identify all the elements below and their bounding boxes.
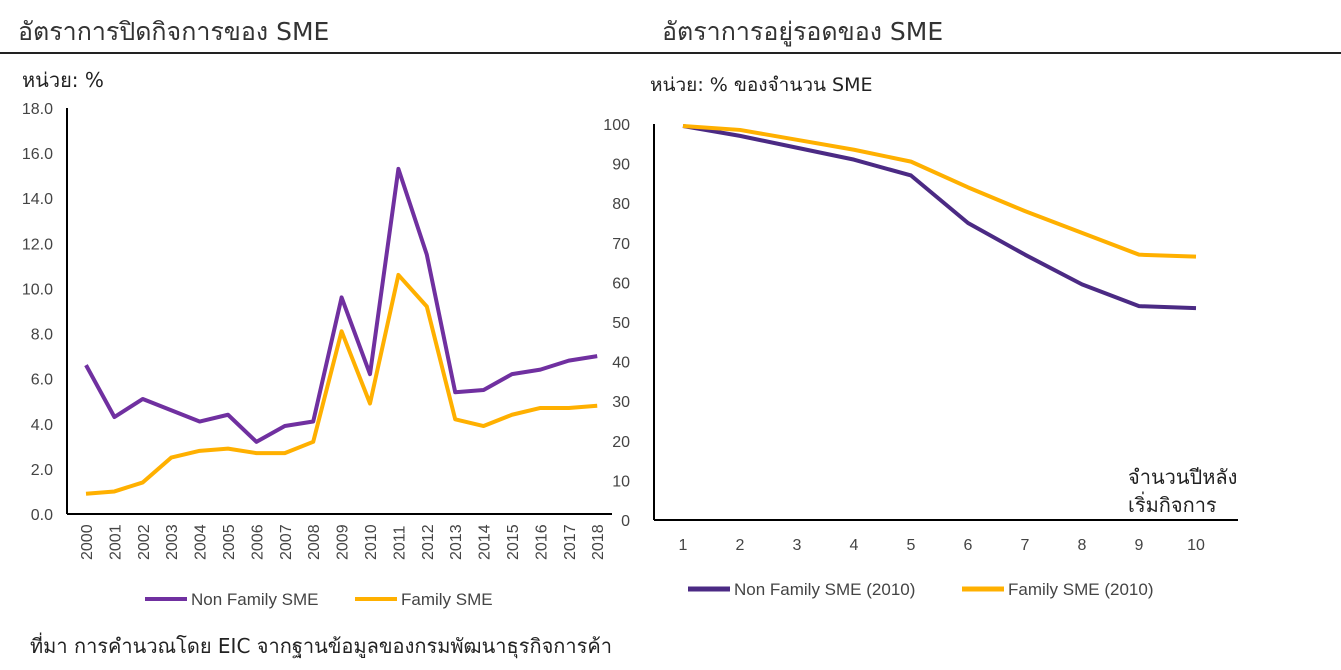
left-x-tick-label: 2011 (391, 525, 408, 560)
left-x-tick-label: 2009 (335, 524, 352, 560)
left-x-tick-label: 2017 (562, 524, 579, 560)
left-x-tick-label: 2002 (136, 524, 153, 560)
left-x-tick-label: 2003 (164, 524, 181, 560)
left-x-tick-label: 2007 (278, 524, 295, 560)
left-y-tick-label: 10.0 (22, 281, 53, 298)
left-y-tick-label: 12.0 (22, 236, 53, 253)
right-x-tick-label: 2 (736, 537, 745, 554)
left-x-tick-label: 2005 (221, 524, 238, 560)
left-x-tick-label: 2004 (193, 524, 210, 560)
left-y-tick-label: 6.0 (31, 372, 53, 389)
right-y-tick-label: 0 (621, 513, 630, 530)
left-legend-label: Family SME (401, 590, 493, 609)
left-x-tick-label: 2014 (477, 524, 494, 560)
right-unit-label: หน่วย: % ของจำนวน SME (650, 74, 873, 96)
right-y-tick-label: 30 (612, 394, 630, 411)
left-x-tick-label: 2001 (107, 524, 124, 560)
left-x-tick-label: 2000 (79, 524, 96, 560)
right-x-tick-label: 3 (793, 537, 802, 554)
left-x-tick-label: 2006 (249, 524, 266, 560)
right-x-tick-label: 6 (964, 537, 973, 554)
left-x-tick-label: 2010 (363, 524, 380, 560)
right-x-tick-label: 9 (1135, 537, 1144, 554)
right-legend-label: Family SME (2010) (1008, 580, 1153, 599)
right-y-tick-label: 60 (612, 275, 630, 292)
right-y-tick-label: 50 (612, 315, 630, 332)
left-x-tick-label: 2013 (448, 524, 465, 560)
left-unit-label: หน่วย: % (22, 68, 104, 92)
left-series-line-family (85, 272, 598, 496)
left-y-tick-label: 16.0 (22, 146, 53, 163)
left-y-tick-label: 14.0 (22, 191, 53, 208)
right-legend-label: Non Family SME (2010) (734, 580, 915, 599)
left-x-tick-label: 2012 (420, 524, 437, 560)
title-divider (0, 52, 1341, 54)
right-y-tick-label: 20 (612, 434, 630, 451)
right-x-tick-label: 7 (1021, 537, 1030, 554)
right-x-axis-label-2: เริ่มกิจการ (1128, 493, 1217, 517)
left-x-tick-label: 2008 (306, 524, 323, 560)
right-series-line-non-family (682, 124, 1197, 311)
left-y-tick-label: 8.0 (31, 327, 53, 344)
right-series-line-family (682, 123, 1197, 259)
left-y-tick-label: 4.0 (31, 417, 53, 434)
left-y-tick-label: 0.0 (31, 507, 53, 524)
left-legend-label: Non Family SME (191, 590, 319, 609)
right-y-tick-label: 90 (612, 157, 630, 174)
right-x-tick-label: 1 (679, 537, 688, 554)
right-y-tick-label: 70 (612, 236, 630, 253)
right-x-tick-label: 10 (1187, 537, 1205, 554)
right-y-tick-label: 10 (612, 473, 630, 490)
source-note: ที่มา การคำนวณโดย EIC จากฐานข้อมูลของกรม… (30, 634, 612, 658)
left-x-tick-label: 2018 (590, 524, 607, 560)
right-chart-title: อัตราการอยู่รอดของ SME (662, 17, 944, 46)
right-y-tick-label: 40 (612, 355, 630, 372)
right-y-tick-label: 100 (603, 117, 630, 134)
left-chart-title: อัตราการปิดกิจการของ SME (18, 17, 330, 46)
right-x-tick-label: 4 (850, 537, 859, 554)
right-x-tick-label: 5 (907, 537, 916, 554)
left-x-tick-label: 2016 (533, 524, 550, 560)
right-x-tick-label: 8 (1078, 537, 1087, 554)
left-series-line-non-family (84, 166, 598, 444)
left-y-tick-label: 18.0 (22, 101, 53, 118)
left-y-tick-label: 2.0 (31, 462, 53, 479)
right-x-axis-label-1: จำนวนปีหลัง (1128, 465, 1238, 489)
right-y-tick-label: 80 (612, 196, 630, 213)
left-x-tick-label: 2015 (505, 524, 522, 560)
